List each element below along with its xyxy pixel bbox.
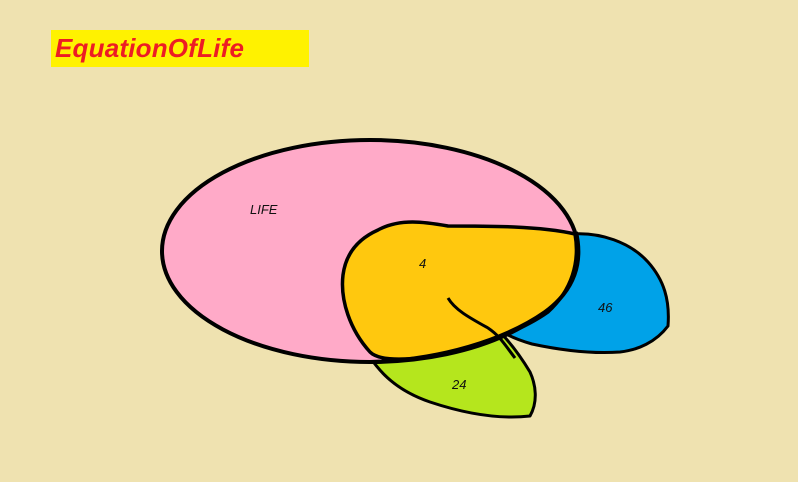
inner-divider-line bbox=[446, 297, 517, 359]
overlap-label: 4 bbox=[419, 256, 426, 271]
title-text: EquationOfLife bbox=[55, 33, 245, 63]
green-label: 24 bbox=[451, 377, 466, 392]
title-banner: EquationOfLife bbox=[51, 30, 309, 67]
life-label: LIFE bbox=[250, 202, 278, 217]
life-ellipse-arc bbox=[369, 231, 581, 364]
blue-label: 46 bbox=[598, 300, 613, 315]
